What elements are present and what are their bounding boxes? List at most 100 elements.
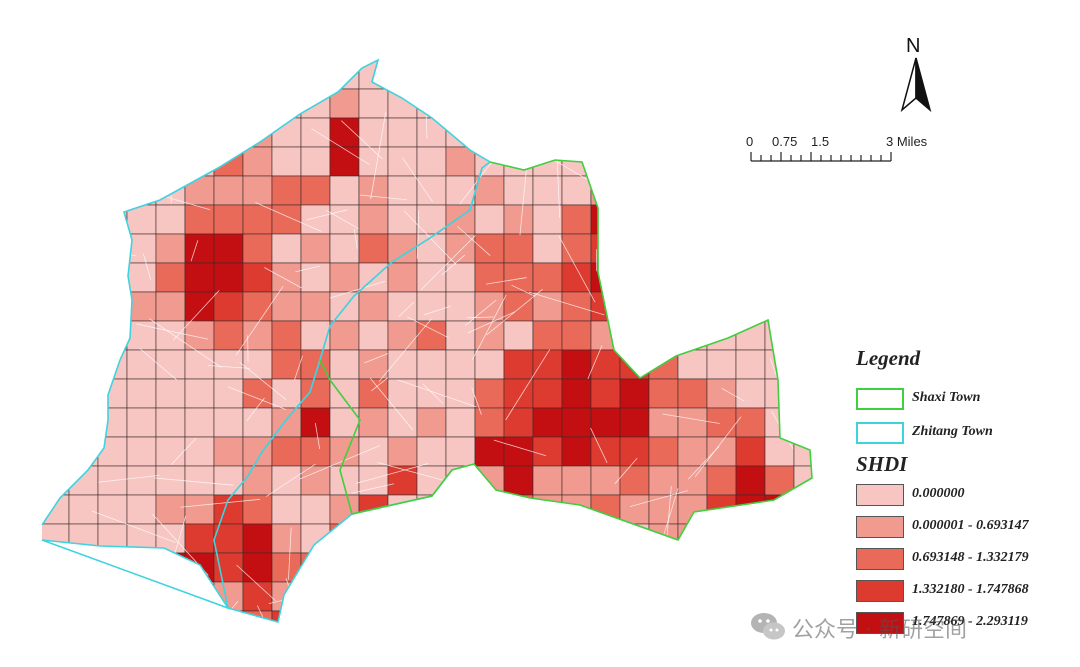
grid-cell <box>561 610 592 622</box>
grid-cell <box>329 233 360 264</box>
grid-cell <box>619 233 650 264</box>
grid-cell <box>735 407 766 438</box>
scale-tick-2: 1.5 <box>811 134 829 149</box>
grid-cell <box>619 407 650 438</box>
grid-cell <box>706 262 737 293</box>
grid-cell <box>591 640 620 667</box>
grid-cell <box>416 262 447 293</box>
road-segment <box>351 483 395 494</box>
road-segment <box>664 301 703 331</box>
grid-cell <box>242 407 273 438</box>
grid-cell <box>68 552 99 583</box>
road-segment <box>472 294 507 361</box>
grid-cell <box>213 88 244 119</box>
grid-cell <box>42 204 70 235</box>
grid-cell <box>445 349 476 380</box>
grid-cell <box>271 262 302 293</box>
road-segment <box>377 462 449 482</box>
grid-cell <box>213 378 244 409</box>
road-segment <box>441 254 466 276</box>
grid-cell <box>590 465 621 496</box>
grid-cell <box>793 320 812 351</box>
grid-cell <box>416 117 447 148</box>
grid-cell <box>445 378 476 409</box>
grid-cell <box>271 436 302 467</box>
grid-cell <box>155 378 186 409</box>
grid-cell <box>387 262 418 293</box>
grid-cell <box>706 60 737 90</box>
grid-cell <box>561 117 592 148</box>
road-segment <box>371 377 389 392</box>
grid-cell <box>793 88 812 119</box>
grid-cell <box>532 552 563 583</box>
grid-cell <box>735 291 766 322</box>
grid-cell <box>155 233 186 264</box>
grid-cell <box>445 175 476 206</box>
north-arrow: N <box>900 35 932 113</box>
grid-cell <box>619 378 650 409</box>
grid-cell <box>503 465 534 496</box>
grid-cell <box>358 349 389 380</box>
grid-cell <box>648 117 679 148</box>
grid-cell <box>793 233 812 264</box>
grid-cell <box>184 407 215 438</box>
legend-swatch-class-5 <box>856 612 904 634</box>
grid-cell <box>358 204 389 235</box>
grid-cell <box>213 320 244 351</box>
grid-cell <box>503 320 534 351</box>
road-segment <box>294 355 303 381</box>
road-segment <box>416 210 420 259</box>
grid-cell <box>474 610 505 622</box>
grid-cell <box>97 552 128 583</box>
legend-swatch-class-1 <box>856 484 904 506</box>
grid-cell <box>706 233 737 264</box>
grid-cell <box>706 204 737 235</box>
grid-cell <box>590 552 621 583</box>
grid-cell <box>648 581 679 612</box>
grid-cell <box>793 262 812 293</box>
grid-cell <box>678 640 707 667</box>
grid-cell <box>155 117 186 148</box>
scale-tick-1: 0.75 <box>772 134 797 149</box>
road-segment <box>314 422 321 450</box>
grid-cell <box>503 581 534 612</box>
grid-cell <box>184 494 215 525</box>
grid-cell <box>358 320 389 351</box>
grid-cell <box>184 88 215 119</box>
grid-cell <box>590 610 621 622</box>
grid-cell <box>590 117 621 148</box>
grid-cell <box>590 262 621 293</box>
grid-cell <box>619 610 650 622</box>
road-segment <box>170 437 197 465</box>
grid-cell <box>155 60 186 90</box>
grid-cell <box>213 262 244 293</box>
grid-cell <box>358 175 389 206</box>
grid-cell <box>532 407 563 438</box>
grid-cell <box>126 262 157 293</box>
grid-cell <box>590 581 621 612</box>
grid-cell <box>793 523 812 554</box>
grid-cell <box>648 552 679 583</box>
grid-cell <box>764 262 795 293</box>
grid-cell <box>735 465 766 496</box>
grid-cell <box>619 581 650 612</box>
grid-cell <box>503 552 534 583</box>
grid-cell <box>126 610 157 622</box>
grid-cell <box>271 465 302 496</box>
grid-cell <box>532 581 563 612</box>
grid-cell <box>358 233 389 264</box>
road-segment <box>149 318 222 368</box>
road-segment <box>769 357 779 380</box>
road-segment <box>384 539 395 591</box>
grid-cell <box>619 88 650 119</box>
grid-cell <box>590 378 621 409</box>
grid-cell <box>300 117 331 148</box>
grid-cell <box>764 233 795 264</box>
grid-cell <box>445 320 476 351</box>
grid-cell <box>648 233 679 264</box>
road-segment <box>590 427 608 464</box>
grid-cell <box>329 552 360 583</box>
grid-cell <box>329 320 360 351</box>
grid-cell <box>648 204 679 235</box>
grid-cell <box>619 175 650 206</box>
